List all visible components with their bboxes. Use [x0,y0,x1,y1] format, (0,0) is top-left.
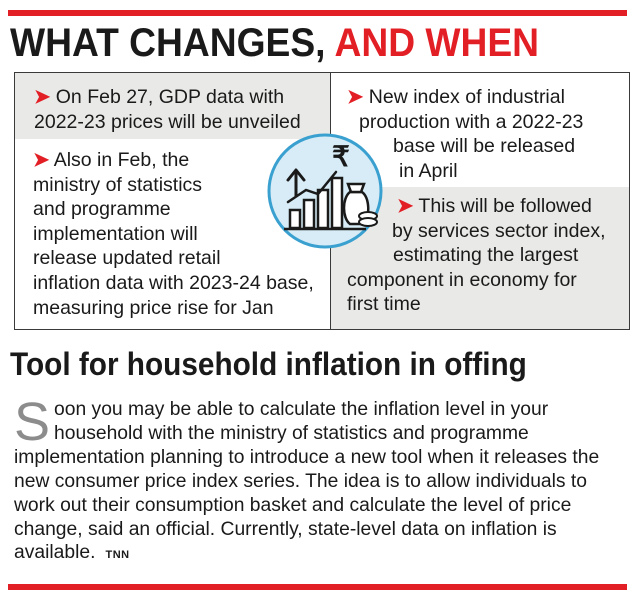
point-services-line: first time [347,293,421,316]
arrow-icon: ➤ [347,86,364,108]
point-iip: ➤ New index of industrial production wit… [331,73,629,187]
point-retail: ➤ Also in Feb, the ministry of statistic… [15,139,330,329]
point-gdp-line: 2022-23 prices will be unveiled [34,110,301,133]
rupee-symbol: ₹ [332,141,350,172]
point-retail-line: Also in Feb, the [53,149,190,171]
story-text: oon you may be able to calculate the inf… [14,399,600,564]
point-services: ➤ This will be followed by services sect… [331,187,629,329]
point-gdp: ➤ On Feb 27, GDP data with 2022-23 price… [15,73,330,139]
point-services-line: estimating the largest [393,244,579,267]
story-credit: TNN [105,549,130,562]
arrow-icon: ➤ [33,149,50,171]
point-retail-line: and programme [33,198,171,221]
point-retail-line: measuring price rise for Jan [33,296,274,319]
title-part-2: AND WHEN [334,21,540,65]
point-retail-line: release updated retail [33,247,221,270]
point-services-line: This will be followed [418,195,592,217]
top-accent-bar [8,10,627,16]
point-iip-line: in April [399,159,458,182]
info-box [14,72,630,330]
arrow-icon: ➤ [397,195,414,217]
title-part-1: WHAT CHANGES, [10,21,326,65]
point-iip-line: production with a 2022-23 [359,110,584,133]
point-services-line: component in economy for [347,268,577,291]
point-retail-line: ministry of statistics [33,173,203,196]
bottom-accent-bar [8,584,627,590]
story-headline: Tool for household inflation in offing [10,346,527,382]
page-title: WHAT CHANGES, AND WHEN [10,20,539,66]
inflation-growth-icon-graphic [267,133,383,249]
dropcap: S [14,392,51,452]
point-retail-line: implementation will [33,222,198,245]
point-retail-line: inflation data with 2023-24 base, [33,271,314,294]
point-gdp-line: On Feb 27, GDP data with [55,86,285,108]
arrow-icon: ➤ [34,86,51,108]
point-iip-line: New index of industrial [368,86,565,108]
inflation-growth-icon: ₹ [266,132,384,250]
point-services-line: by services sector index, [392,219,606,242]
point-iip-line: base will be released [393,135,576,158]
